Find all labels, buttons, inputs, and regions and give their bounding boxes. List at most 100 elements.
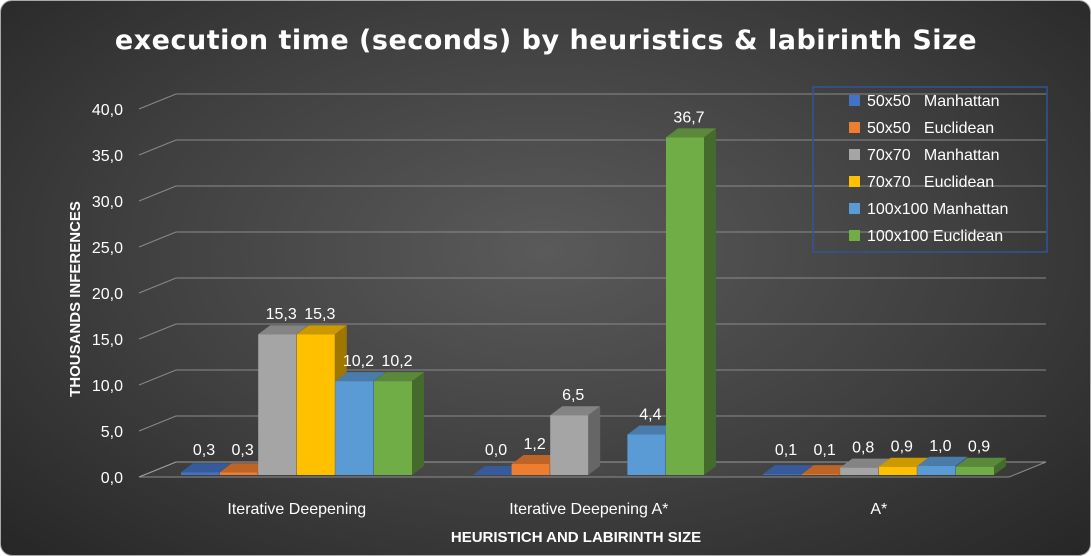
bar-top: [763, 465, 813, 475]
bar-side: [704, 128, 716, 476]
bar-front: [956, 466, 994, 475]
gridline: [138, 231, 1046, 248]
legend-box: [812, 86, 1048, 253]
y-tick-label: 10,0: [92, 378, 123, 395]
gridline: [138, 461, 1046, 478]
y-tick-label: 0,0: [101, 470, 123, 487]
gridline: [138, 185, 1046, 202]
gridline: [138, 139, 1046, 156]
bar-top: [840, 458, 891, 468]
legend-label: 100x100 Euclidean: [867, 228, 1003, 245]
bar-front: [219, 472, 258, 475]
bar: [956, 457, 1006, 475]
legend-label: 100x100 Manhattan: [867, 201, 1008, 218]
bar-top: [296, 325, 347, 335]
gridline: [138, 369, 1046, 386]
legend-label: 70x70 Euclidean: [867, 174, 994, 191]
labels-layer: Iterative Deepening 0,3 0,3 15,3 15,3 10,2 10,…: [193, 109, 990, 518]
gridline: [138, 277, 1046, 294]
legend-swatch: [849, 203, 860, 214]
bar-front: [296, 334, 335, 475]
data-label: 0,3: [231, 442, 253, 459]
legend-label: 50x50 Euclidean: [867, 120, 994, 137]
bar-top: [917, 456, 968, 466]
data-label: 36,7: [673, 109, 704, 126]
bar-front: [627, 434, 666, 475]
bar-top: [473, 466, 523, 475]
bar-top: [511, 454, 562, 464]
bar-side: [588, 406, 601, 475]
bar-top: [801, 465, 852, 475]
legend-swatch: [849, 230, 860, 241]
bar-front: [763, 474, 801, 475]
bar-front: [840, 467, 879, 475]
gridline: [138, 415, 1046, 432]
data-label: 0,9: [891, 439, 913, 456]
gridline: [138, 323, 1046, 340]
data-label: 15,3: [304, 306, 335, 323]
gridline: [138, 93, 1046, 110]
data-label: 0,1: [775, 442, 797, 459]
bar-front: [878, 466, 917, 475]
data-label: 0,1: [813, 442, 835, 459]
bar: [473, 466, 523, 475]
bar-top: [627, 425, 678, 435]
x-category-label: Iterative Deepening: [227, 501, 366, 518]
x-category-label: A*: [870, 501, 887, 518]
data-label: 0,8: [852, 440, 874, 457]
bar-top: [956, 457, 1006, 467]
bar-front: [801, 474, 840, 475]
bar-front: [511, 463, 550, 475]
bar-front: [550, 415, 589, 475]
legend-swatch: [849, 176, 860, 187]
y-tick-label: 20,0: [92, 286, 123, 303]
bar-front: [335, 381, 374, 475]
bar-side: [412, 372, 424, 475]
data-label: 15,3: [266, 306, 297, 323]
bar-top: [181, 463, 231, 473]
y-tick-label: 40,0: [92, 102, 123, 119]
bar-front: [374, 381, 412, 475]
data-label: 10,2: [343, 353, 374, 370]
data-label: 0,3: [193, 442, 215, 459]
x-category-label: Iterative Deepening A*: [509, 501, 668, 518]
bar-top: [219, 463, 270, 473]
data-label: 1,2: [523, 436, 545, 453]
bar: [374, 372, 424, 475]
bars-layer: [181, 128, 1006, 476]
legend-label: 70x70 Manhattan: [867, 147, 1000, 164]
data-label: 0,9: [968, 439, 990, 456]
data-label: 4,4: [639, 407, 661, 424]
y-tick-label: 30,0: [92, 194, 123, 211]
y-tick-label: 5,0: [101, 424, 123, 441]
y-tick-label: 35,0: [92, 148, 123, 165]
legend-swatch: [849, 149, 860, 160]
bar: [666, 128, 716, 476]
data-label: 10,2: [381, 353, 412, 370]
bar-front: [181, 472, 219, 475]
legend: 50x50 Manhattan 50x50 Euclidean 70x70 Manh…: [812, 86, 1048, 253]
bar-side: [994, 457, 1006, 475]
legend-swatch: [849, 95, 860, 106]
bar-top: [666, 128, 716, 138]
data-label: 0,0: [485, 442, 507, 459]
bar-front: [666, 137, 704, 476]
bar-top: [335, 372, 386, 382]
x-axis-title: HEURISTICH AND LABIRINTH SIZE: [451, 529, 701, 546]
y-tick-label: 25,0: [92, 240, 123, 257]
bar-top: [550, 406, 601, 416]
y-tick-label: 15,0: [92, 332, 123, 349]
y-axis-title: THOUSANDS INFERENCES: [67, 201, 84, 397]
data-label: 6,5: [562, 387, 584, 404]
bar-front: [917, 465, 956, 475]
bar-top: [878, 457, 929, 467]
bar: [550, 406, 601, 475]
bar-top: [258, 325, 309, 335]
data-label: 1,0: [929, 438, 951, 455]
chart-title: execution time (seconds) by heuristics &…: [115, 25, 977, 56]
legend-label: 50x50 Manhattan: [867, 93, 1000, 110]
legend-swatch: [849, 122, 860, 133]
bar-top: [374, 372, 424, 382]
